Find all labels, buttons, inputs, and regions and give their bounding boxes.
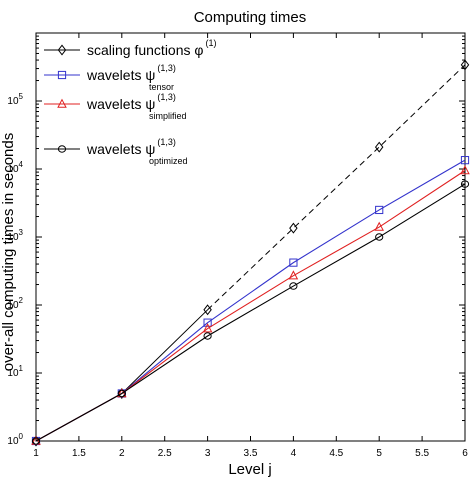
data-point [202,323,213,333]
legend-label: wavelets ψ (1,3) optimized [86,137,188,166]
legend: scaling functions φ (1) wavelets ψ (1,3) ten… [44,38,216,166]
data-point [31,437,41,445]
y-tick-label: 102 [7,296,23,311]
plot-area [35,32,466,442]
y-tick-label: 101 [7,364,23,379]
x-tick-label: 4.5 [329,448,343,459]
y-tick-label: 100 [7,432,23,447]
data-point [203,332,212,340]
axis-ticks: 1 1.5 2 2.5 3 3.5 4 4.5 5 5.5 6 100 101 102 103 104 105 [7,33,468,459]
legend-marker [57,70,67,80]
legend-marker [57,145,67,153]
x-tick-label: 3 [205,448,211,459]
series-line [35,159,466,442]
data-point [460,180,470,188]
y-axis-label: over-all computing times in seconds [0,133,17,371]
legend-item-1: scaling functions φ (1) [44,38,216,58]
data-point [288,270,299,280]
data-point [374,221,384,231]
legend-label: wavelets ψ (1,3) tensor [86,63,176,92]
x-tick-label: 1.5 [72,448,86,459]
series-line [35,183,466,442]
x-tick-label: 2 [119,448,125,459]
legend-marker [57,98,67,108]
data-point [375,233,384,241]
data-point [203,304,212,316]
series-3 [31,165,470,445]
data-point [117,389,126,398]
data-point [460,156,470,165]
data-point [374,141,384,153]
series-layer [31,59,470,447]
data-point [289,222,298,234]
y-tick-label: 104 [7,160,23,175]
data-point [375,205,384,215]
legend-label: scaling functions φ (1) [87,38,216,58]
x-tick-label: 3.5 [244,448,258,459]
x-tick-label: 1 [33,448,39,459]
series-1 [31,59,470,447]
data-point [460,165,470,175]
series-2 [31,156,470,446]
data-point [460,59,470,71]
series-line-dashed [207,64,466,311]
legend-item-2: wavelets ψ (1,3) tensor [44,63,176,92]
data-point [289,282,298,290]
data-point [203,318,212,327]
legend-item-4: wavelets ψ (1,3) optimized [44,137,188,166]
x-axis-label: Level j [228,461,271,478]
series-line [35,170,466,442]
x-tick-label: 6 [462,448,468,459]
y-tick-label: 105 [7,92,23,107]
series-4 [31,180,470,445]
legend-item-3: wavelets ψ (1,3) simplified [44,92,187,121]
legend-label: wavelets ψ (1,3) simplified [86,92,187,121]
y-tick-label: 103 [7,228,23,243]
series-line [35,309,208,442]
x-tick-label: 5 [376,448,382,459]
data-point [289,258,298,267]
x-tick-label: 4 [291,448,297,459]
legend-marker [57,44,67,56]
x-tick-label: 2.5 [158,448,172,459]
x-tick-label: 5.5 [415,448,429,459]
chart-title: Computing times [194,9,307,26]
